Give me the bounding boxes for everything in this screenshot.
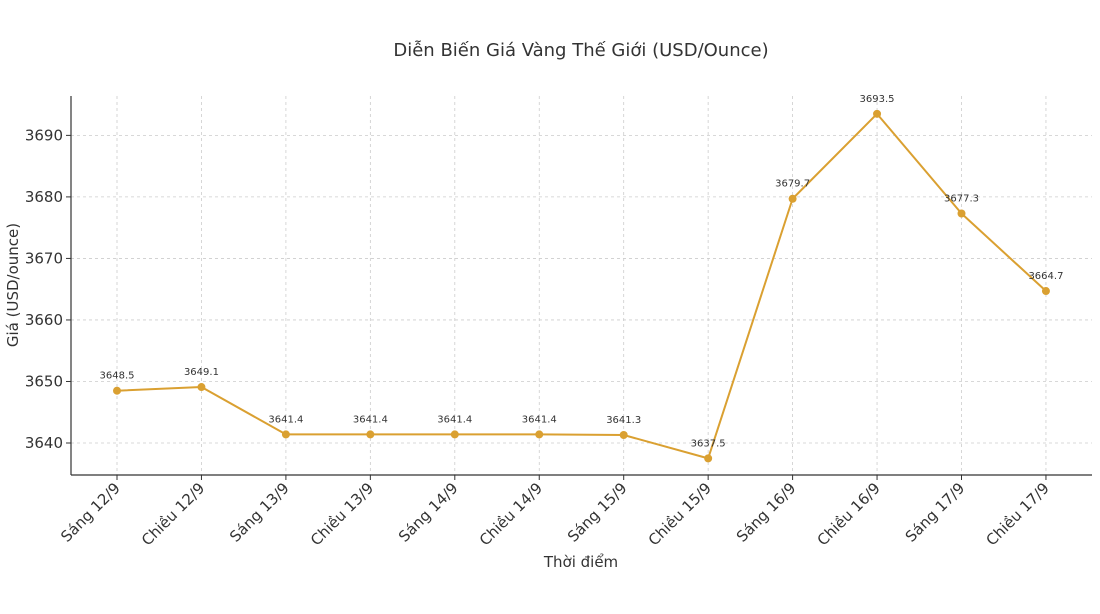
axes-layer bbox=[66, 96, 1092, 480]
data-label: 3648.5 bbox=[100, 371, 135, 382]
data-point bbox=[1041, 287, 1050, 296]
data-label: 3641.4 bbox=[268, 414, 303, 425]
grid-layer bbox=[71, 96, 1092, 475]
x-axis-label: Thời điểm bbox=[543, 553, 618, 571]
data-point bbox=[957, 209, 966, 218]
x-tick-label: Chiều 14/9 bbox=[476, 479, 546, 549]
chart-title: Diễn Biến Giá Vàng Thế Giới (USD/Ounce) bbox=[393, 40, 768, 61]
y-tick-label: 3670 bbox=[25, 249, 63, 267]
data-label: 3679.7 bbox=[775, 179, 810, 190]
x-tick-label: Chiều 16/9 bbox=[814, 479, 884, 549]
series-layer bbox=[113, 109, 1050, 463]
y-tick-labels: 3640 3650 3660 3670 3680 3690 bbox=[25, 126, 63, 452]
data-label-layer: 3648.5 3649.1 3641.4 3641.4 3641.4 3641.4 3641… bbox=[100, 94, 1064, 450]
x-tick-label: Sáng 13/9 bbox=[226, 479, 293, 546]
data-point bbox=[197, 383, 206, 392]
y-tick-label: 3680 bbox=[25, 188, 63, 206]
x-tick-label: Chiều 17/9 bbox=[983, 479, 1053, 549]
x-tick-labels: Sáng 12/9 Chiều 12/9 Sáng 13/9 Chiều 13/9 Sá… bbox=[57, 479, 1053, 549]
x-tick-label: Sáng 16/9 bbox=[733, 479, 800, 546]
y-axis-label: Giá (USD/ounce) bbox=[4, 223, 22, 347]
data-point bbox=[281, 430, 290, 439]
y-tick-label: 3660 bbox=[25, 311, 63, 329]
x-tick-label: Sáng 17/9 bbox=[902, 479, 969, 546]
data-point bbox=[704, 454, 713, 463]
data-point bbox=[788, 194, 797, 203]
data-label: 3693.5 bbox=[860, 94, 895, 105]
x-tick-label: Sáng 12/9 bbox=[57, 479, 124, 546]
data-label: 3637.5 bbox=[691, 438, 726, 449]
data-point bbox=[450, 430, 459, 439]
data-label: 3664.7 bbox=[1028, 271, 1063, 282]
data-point bbox=[366, 430, 375, 439]
data-label: 3677.3 bbox=[944, 194, 979, 205]
y-tick-label: 3650 bbox=[25, 372, 63, 390]
data-label: 3641.3 bbox=[606, 415, 641, 426]
data-label: 3641.4 bbox=[522, 414, 557, 425]
data-label: 3641.4 bbox=[437, 414, 472, 425]
data-point bbox=[113, 386, 121, 395]
y-tick-label: 3690 bbox=[25, 126, 63, 144]
x-tick-label: Sáng 14/9 bbox=[395, 479, 462, 546]
data-point bbox=[873, 109, 882, 118]
x-tick-label: Chiều 13/9 bbox=[307, 479, 377, 549]
series-line bbox=[116, 112, 1047, 460]
data-point bbox=[619, 431, 628, 440]
data-label: 3641.4 bbox=[353, 414, 388, 425]
data-point bbox=[535, 430, 544, 439]
x-tick-label: Chiều 12/9 bbox=[138, 479, 208, 549]
x-tick-label: Chiều 15/9 bbox=[645, 479, 715, 549]
x-tick-label: Sáng 15/9 bbox=[564, 479, 631, 546]
y-tick-label: 3640 bbox=[25, 434, 63, 452]
data-label: 3649.1 bbox=[184, 367, 219, 378]
